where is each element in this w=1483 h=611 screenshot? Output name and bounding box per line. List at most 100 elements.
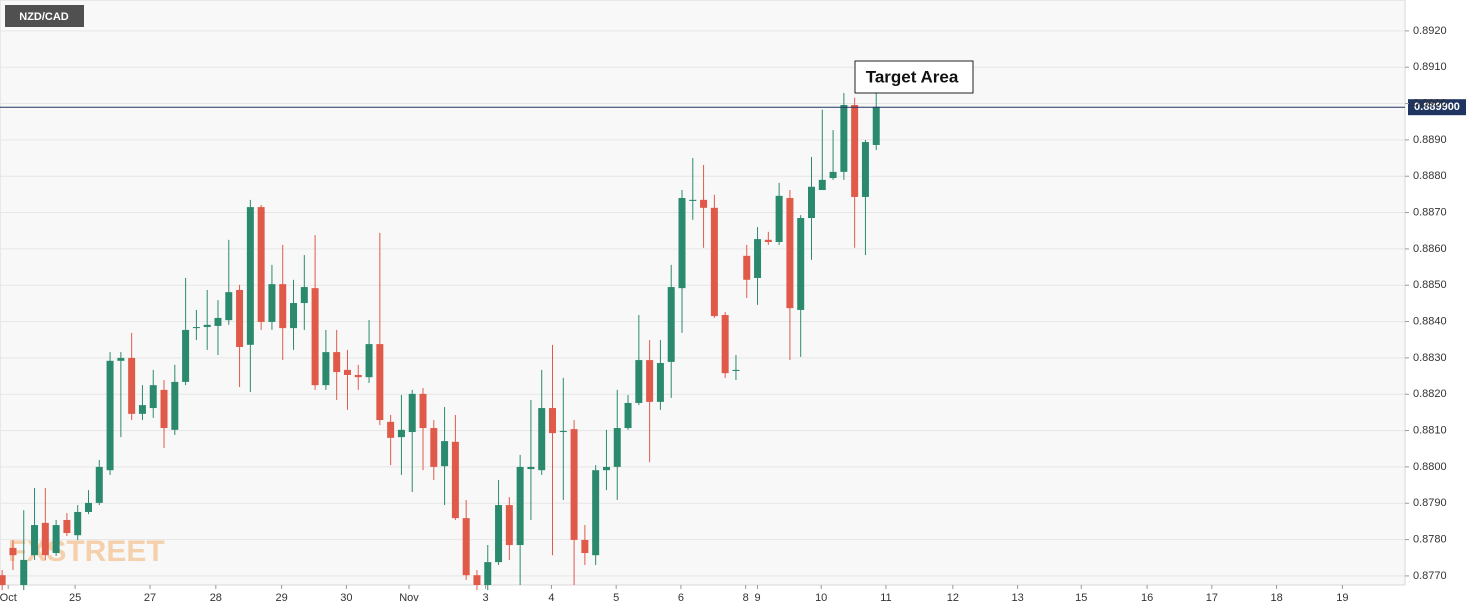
candle-body [74, 511, 82, 536]
grid [0, 30, 1405, 577]
x-tick-label: 8 [743, 592, 749, 604]
x-tick-label: 28 [210, 592, 222, 604]
candle-body [9, 547, 17, 556]
candle-body [171, 381, 179, 430]
candle-body [311, 288, 319, 386]
candle-body [365, 344, 373, 378]
y-tick-label: 0.8910 [1413, 61, 1447, 73]
candle-body [279, 284, 287, 329]
candle-body [581, 539, 589, 554]
candle-body [52, 525, 60, 554]
x-tick-label: Nov [399, 592, 419, 604]
y-tick-label: 0.8790 [1413, 497, 1447, 509]
candle-body [300, 287, 308, 304]
candle-body [775, 195, 783, 242]
candle-body [764, 239, 772, 242]
x-tick-label: 10 [815, 592, 827, 604]
candle-body [732, 369, 740, 371]
candle-body [700, 199, 708, 208]
candle-body [117, 357, 125, 361]
candle-body [376, 344, 384, 421]
candle-body [0, 575, 6, 585]
x-tick-label: 3 [483, 592, 489, 604]
candle-body [592, 470, 600, 556]
y-tick-label: 0.8800 [1413, 461, 1447, 473]
candle-body [95, 466, 103, 503]
x-tick-label: 6 [678, 592, 684, 604]
x-tick-label: 12 [947, 592, 959, 604]
candle-body [343, 369, 351, 375]
candle-body [160, 389, 168, 429]
candle-body [559, 430, 567, 433]
candle-body [128, 357, 136, 414]
symbol-label: NZD/CAD [19, 11, 69, 23]
candle-body [840, 105, 848, 172]
overlay: 0.889900 Target Area [0, 60, 1466, 116]
candle-body [20, 559, 28, 585]
y-tick-label: 0.8890 [1413, 134, 1447, 146]
candle-body [451, 441, 459, 519]
x-tick-label: 15 [1075, 592, 1087, 604]
x-tick-label: 13 [1011, 592, 1023, 604]
candle-body [797, 218, 805, 310]
candle-body [138, 405, 146, 414]
y-tick-label: 0.8850 [1413, 279, 1447, 291]
y-tick-label: 0.8900 [1413, 97, 1447, 109]
y-tick-label: 0.8840 [1413, 315, 1447, 327]
candle-body [225, 292, 233, 321]
candle-body [333, 352, 341, 373]
candle-body [236, 289, 244, 348]
x-tick-label: 18 [1270, 592, 1282, 604]
candle-body [63, 519, 71, 534]
x-tick-label: 25 [69, 592, 81, 604]
x-tick-label: 19 [1336, 592, 1348, 604]
candle-body [397, 429, 405, 438]
candle-body [635, 360, 643, 403]
x-tick-label: 5 [613, 592, 619, 604]
x-tick-label: 4 [548, 592, 554, 604]
candle-body [678, 198, 686, 289]
y-tick-label: 0.8770 [1413, 570, 1447, 582]
candle-body [516, 466, 524, 546]
last-price-label: 0.889900 [1414, 101, 1460, 113]
candle-body [495, 505, 503, 563]
candle-body [807, 186, 815, 219]
candle-body [818, 179, 826, 191]
x-tick-label: 30 [340, 592, 352, 604]
x-tick-label: 27 [144, 592, 156, 604]
candle-body [473, 575, 481, 585]
candle-body [710, 207, 718, 317]
y-tick-label: 0.8780 [1413, 533, 1447, 545]
candle-body [527, 466, 535, 470]
candle-body [257, 207, 265, 322]
y-tick-label: 0.8860 [1413, 243, 1447, 255]
candle-body [354, 374, 362, 378]
candle-body [721, 315, 729, 374]
x-tick-label: 16 [1141, 592, 1153, 604]
candle-body [602, 466, 610, 471]
y-tick-label: 0.8820 [1413, 388, 1447, 400]
candle-body [786, 198, 794, 309]
candle-body [192, 327, 200, 329]
candle-body [106, 360, 114, 471]
candle-body [743, 255, 751, 280]
candle-body [861, 142, 869, 197]
candle-body [754, 239, 762, 278]
last-price-box [1408, 99, 1466, 116]
candle-body [182, 329, 190, 382]
candle-body [246, 207, 254, 345]
candle-body [624, 402, 632, 429]
plot-area [0, 0, 1406, 586]
candle-body [149, 385, 157, 409]
candle-body [268, 284, 276, 322]
candle-body [646, 360, 654, 402]
candle-body [290, 303, 298, 329]
annotation: Target Area [866, 67, 959, 86]
candle-body [322, 352, 330, 386]
y-tick-label: 0.8920 [1413, 25, 1447, 37]
candle-body [441, 441, 449, 467]
candle-body [462, 518, 470, 576]
x-tick-label: 11 [880, 592, 891, 604]
